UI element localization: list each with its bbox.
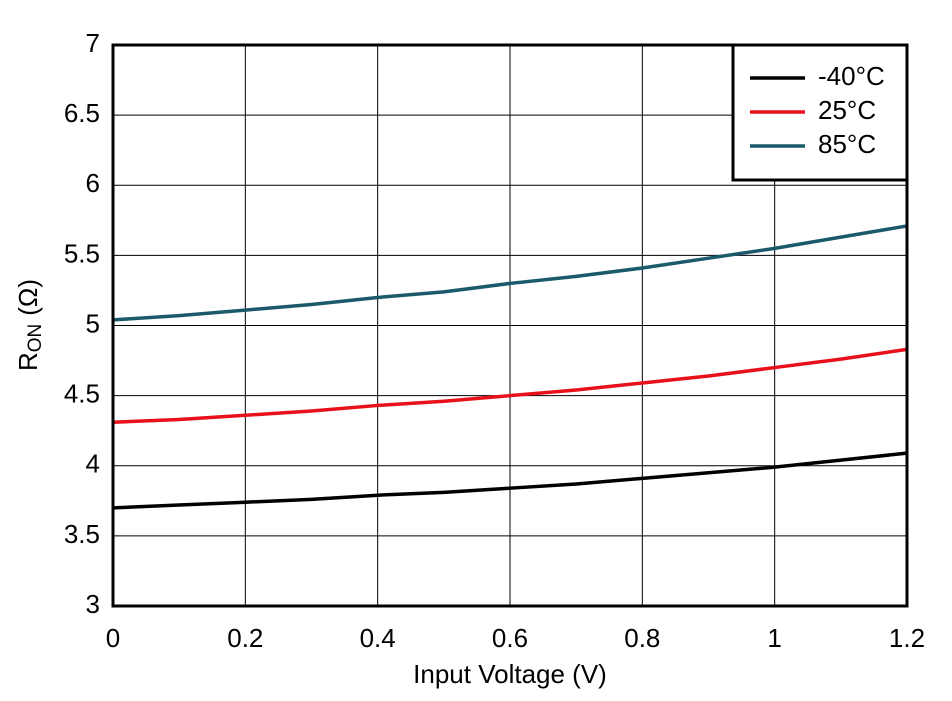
y-tick-label: 3 [86,589,100,619]
series-line [112,224,908,322]
series-line [112,451,908,510]
y-tick-label: 5 [86,308,100,338]
y-axis-label: RON (Ω) [13,279,46,371]
series-line [112,347,908,425]
y-label-unit: (Ω) [13,279,43,316]
x-axis-label: Input Voltage (V) [413,659,607,689]
x-tick-label: 1.2 [889,623,925,653]
x-tick-label: 0.4 [360,623,396,653]
y-tick-label: 4 [86,449,100,479]
legend-label: -40°C [818,61,885,91]
legend-label: 85°C [818,129,876,159]
y-label-subscript: ON [25,324,46,353]
y-tick-label: 3.5 [64,519,100,549]
y-label-main: R [13,352,43,371]
y-tick-label: 5.5 [64,238,100,268]
x-tick-label: 0.2 [227,623,263,653]
x-tick-label: 0 [106,623,120,653]
y-tick-label: 6.5 [64,98,100,128]
y-tick-label: 4.5 [64,379,100,409]
y-tick-label: 6 [86,168,100,198]
x-tick-label: 0.6 [492,623,528,653]
legend-label: 25°C [818,95,876,125]
x-tick-label: 1 [767,623,781,653]
x-tick-label: 0.8 [624,623,660,653]
y-tick-label: 7 [86,28,100,58]
plot-frame [111,43,909,608]
